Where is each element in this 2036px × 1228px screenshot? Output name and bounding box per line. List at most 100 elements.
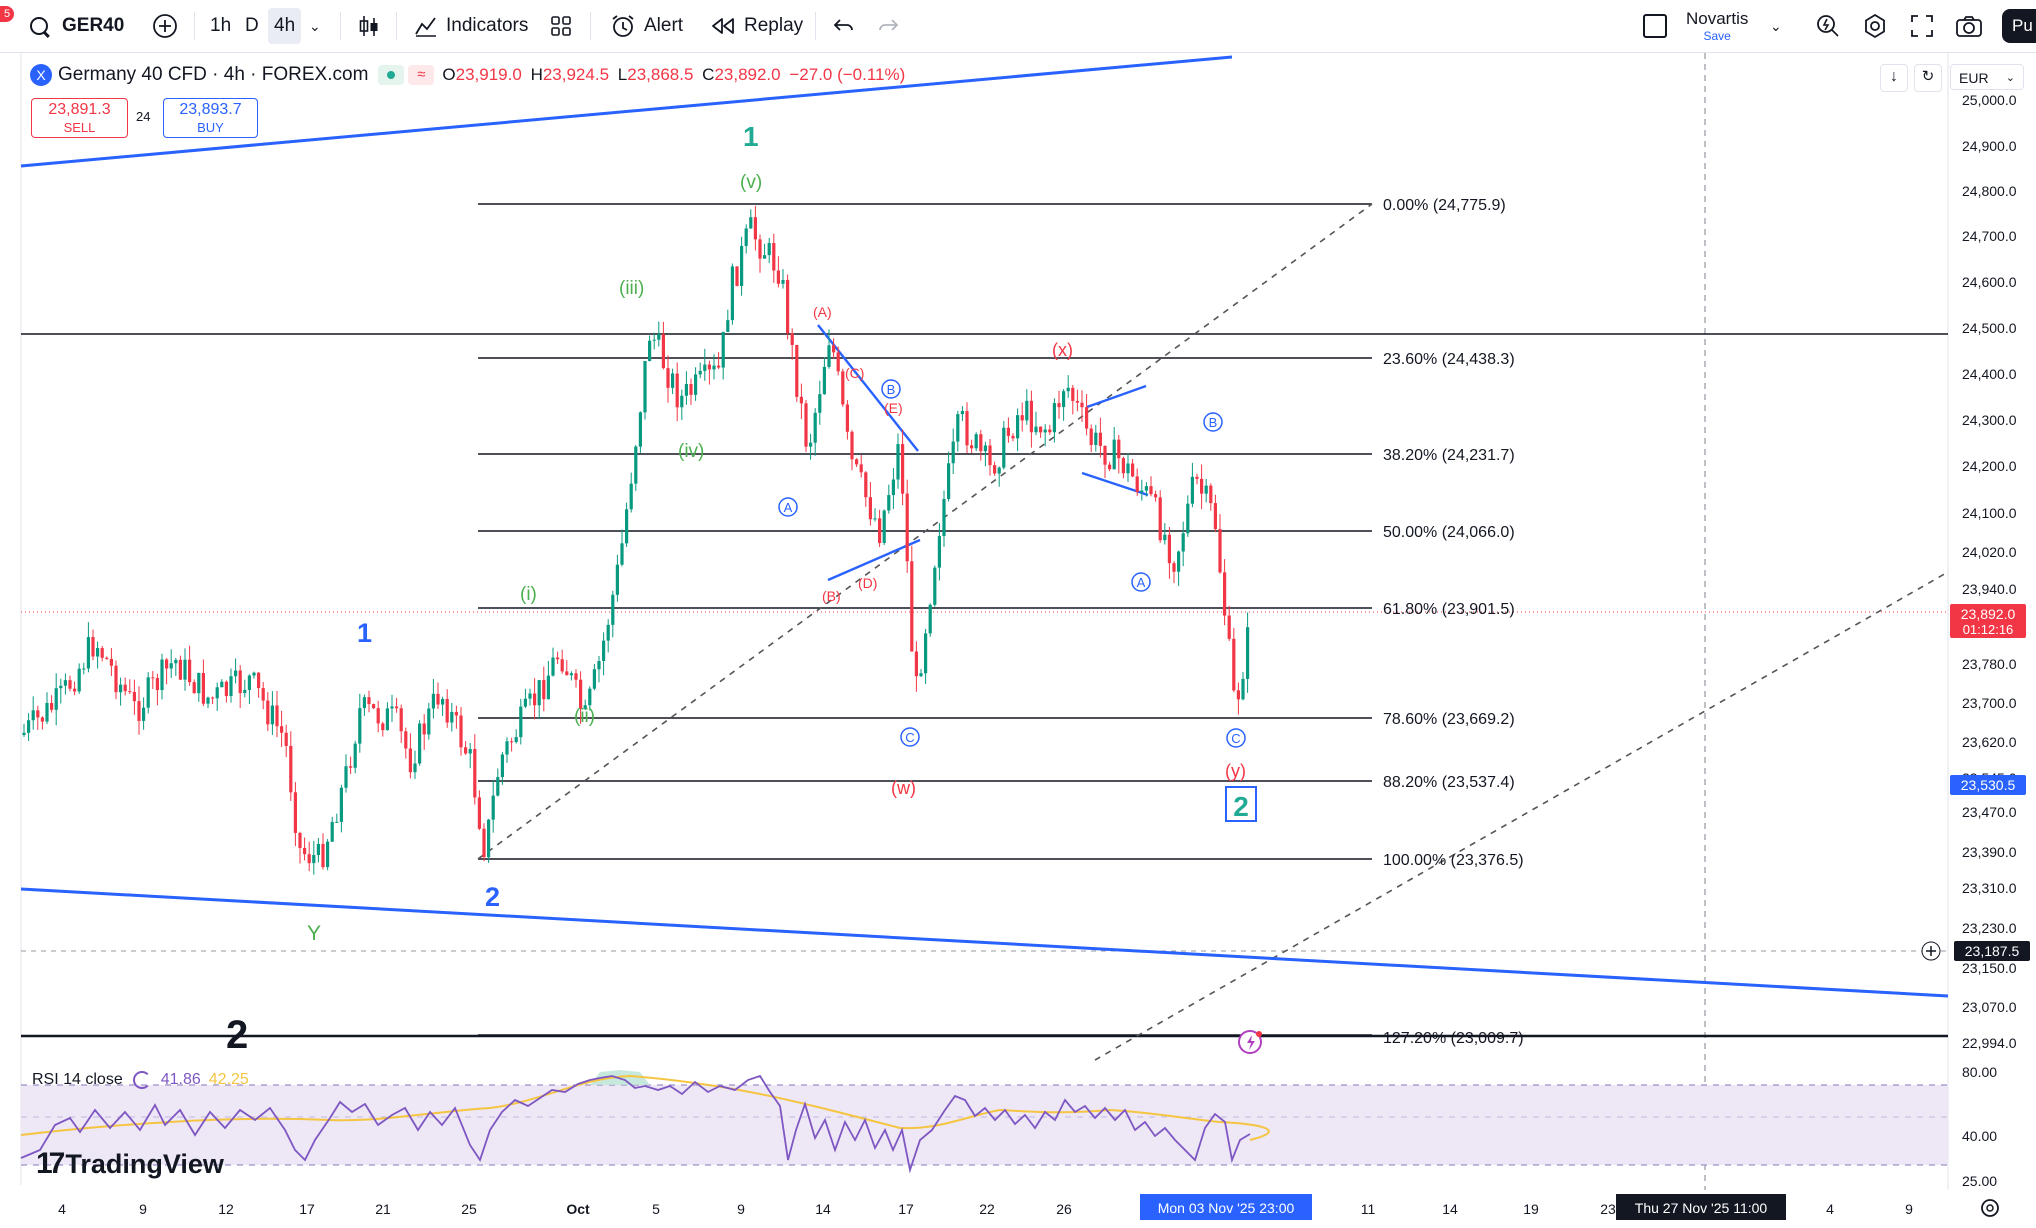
- fib-label: 50.00% (24,066.0): [1383, 524, 1515, 541]
- rsi-label[interactable]: RSI 14 close: [32, 1071, 123, 1088]
- candle-body: [275, 705, 279, 727]
- alert-button[interactable]: Alert: [610, 0, 683, 52]
- candle-body: [505, 741, 509, 755]
- circled-label: C: [1231, 731, 1240, 746]
- layout-dropdown[interactable]: ⌄: [1770, 0, 1782, 52]
- candle-body: [280, 726, 284, 733]
- time-axis-label: Oct: [566, 1201, 590, 1217]
- candle-body: [385, 708, 389, 731]
- price-axis[interactable]: 25,000.0 24,900.0 24,800.0 24,700.0 24,600.0…: [1962, 92, 2017, 1051]
- candle-body: [638, 412, 642, 447]
- watchlist-checkbox[interactable]: [1643, 0, 1667, 52]
- undo-button[interactable]: [832, 0, 854, 52]
- compare-add-button[interactable]: [152, 0, 178, 52]
- candle-body: [983, 445, 987, 452]
- symbol-legend: X Germany 40 CFD · 4h · FOREX.com ≈ O23,…: [30, 64, 905, 86]
- candle-body: [744, 228, 748, 246]
- redo-button[interactable]: [878, 0, 900, 52]
- candle-body: [868, 497, 872, 520]
- lower-channel-line[interactable]: [20, 887, 1949, 998]
- candle-body: [408, 748, 412, 773]
- interval-1h[interactable]: 1h: [210, 0, 231, 52]
- candle-body: [142, 707, 146, 721]
- sell-button[interactable]: 23,891.3 SELL: [31, 98, 128, 138]
- candle-body: [753, 217, 757, 240]
- candle-body: [1177, 551, 1181, 572]
- candle-body: [247, 675, 251, 690]
- candle-body: [73, 688, 77, 692]
- main-chart[interactable]: 0.00% (24,775.9) 23.60% (24,438.3) 38.20…: [0, 53, 2036, 1228]
- candle-body: [303, 847, 307, 855]
- interval-dropdown[interactable]: ⌄: [309, 0, 321, 52]
- snapshot-button[interactable]: [1955, 0, 1983, 52]
- wave-label: (ii): [574, 706, 595, 727]
- exchange-logo: X: [30, 64, 52, 86]
- time-axis[interactable]: 4 9 12 17 21 25 Oct 5 9 14 17 22 26 11 14 19 23 4 9: [58, 1201, 1913, 1217]
- candle-body: [565, 671, 569, 676]
- candle-body: [523, 698, 527, 707]
- candle-body: [1149, 486, 1153, 495]
- wave-label: (iii): [619, 278, 644, 299]
- candle-body: [979, 434, 983, 452]
- candle-body: [132, 691, 136, 702]
- notification-badge[interactable]: 5: [0, 6, 14, 22]
- price-axis-label: 23,700.0: [1962, 695, 2017, 711]
- candle-body: [1218, 529, 1222, 573]
- interval-label: D: [245, 15, 259, 36]
- wave-label: 1: [357, 618, 372, 648]
- wave-labels: 1 (v) (iii) (iv) (i) (ii) Y 1 2 2 (A) (C…: [226, 121, 1246, 1057]
- reset-scale-button[interactable]: ↻: [1914, 64, 1942, 92]
- candle-body: [146, 677, 150, 708]
- price-axis-label: 23,150.0: [1962, 960, 2017, 976]
- candle-body: [155, 678, 159, 691]
- fib-label: 61.80% (23,901.5): [1383, 601, 1515, 618]
- indicators-button[interactable]: Indicators: [414, 0, 528, 52]
- symbol-title[interactable]: Germany 40 CFD · 4h · FOREX.com: [58, 64, 369, 85]
- candle-body: [114, 665, 118, 693]
- candle-body: [119, 684, 123, 693]
- candle-body: [758, 239, 762, 259]
- candle-body: [238, 670, 242, 694]
- candle-body: [1002, 427, 1006, 468]
- rsi-axis-label: 25.00: [1962, 1173, 1997, 1189]
- candle-body: [560, 659, 564, 672]
- candle-body: [528, 693, 532, 699]
- settings-button[interactable]: [1862, 0, 1888, 52]
- chart-type-button[interactable]: [358, 0, 380, 52]
- candle-body: [514, 737, 518, 743]
- time-axis-label: 14: [1442, 1201, 1458, 1217]
- candle-body: [574, 673, 578, 680]
- candle-body: [1144, 486, 1148, 491]
- candle-body: [192, 682, 196, 694]
- symbol-search-button[interactable]: GER40: [30, 0, 124, 52]
- candle-body: [818, 394, 822, 413]
- candle-body: [712, 365, 716, 370]
- fullscreen-button[interactable]: [1910, 0, 1934, 52]
- candle-body: [1154, 494, 1158, 498]
- candle-body: [997, 467, 1001, 474]
- candle-body: [353, 743, 357, 768]
- indicators-label: Indicators: [446, 15, 529, 36]
- quick-search-button[interactable]: [1815, 0, 1841, 52]
- rsi-line: [20, 1074, 1251, 1174]
- layout-name-button[interactable]: Novartis Save: [1686, 0, 1748, 52]
- candle-body: [974, 434, 978, 449]
- scroll-down-button[interactable]: ↓: [1880, 64, 1908, 92]
- candle-body: [91, 637, 95, 657]
- candle-body: [648, 340, 652, 361]
- interval-d[interactable]: D: [245, 0, 259, 52]
- axis-settings-icon[interactable]: [1981, 1199, 1999, 1217]
- buy-button[interactable]: 23,893.7 BUY: [163, 98, 258, 138]
- candle-body: [583, 705, 587, 709]
- boxed-wave-text: 2: [1233, 791, 1249, 822]
- candle-body: [372, 704, 376, 709]
- replay-button[interactable]: Replay: [710, 0, 803, 52]
- currency-selector[interactable]: EUR ⌄: [1950, 64, 2024, 90]
- wave-label: (i): [520, 584, 537, 605]
- publish-button[interactable]: Pu: [2002, 0, 2036, 52]
- candle-body: [312, 854, 316, 864]
- upper-channel-line[interactable]: [20, 55, 1233, 168]
- candle-body: [993, 465, 997, 474]
- templates-button[interactable]: [550, 0, 572, 52]
- interval-4h[interactable]: 4h: [268, 0, 302, 52]
